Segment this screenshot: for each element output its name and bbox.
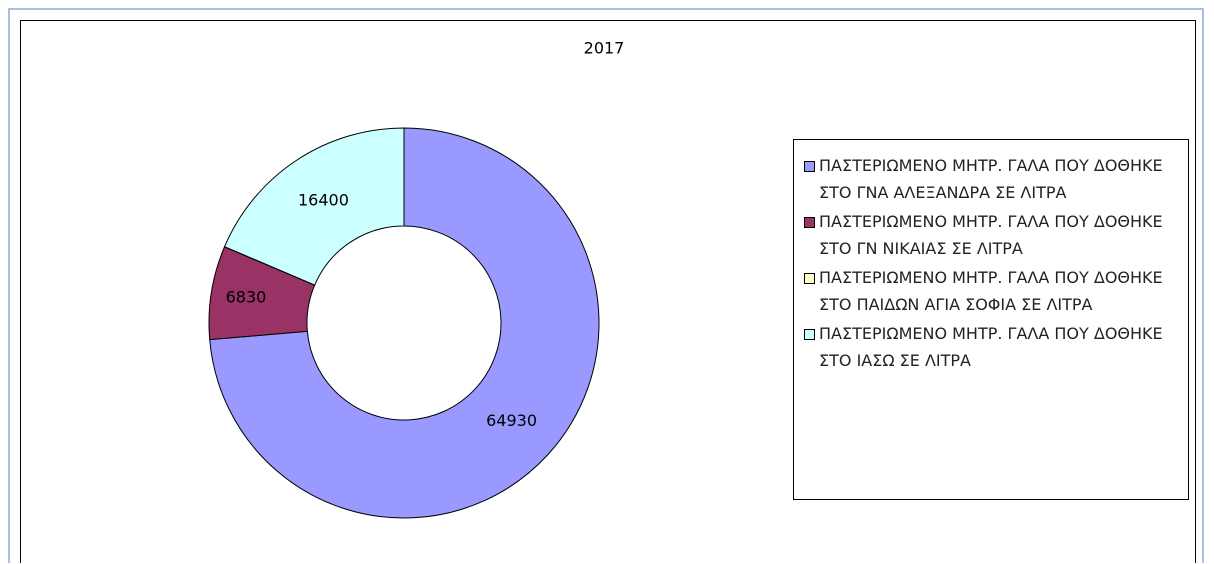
outer-frame xyxy=(8,8,1204,563)
legend-entry: ΠΑΣΤΕΡΙΩΜΕΝΟ ΜΗΤΡ. ΓΑΛΑ ΠΟΥ ΔΟΘΗΚΕ ΣΤΟ Π… xyxy=(804,264,1180,318)
legend-entry: ΠΑΣΤΕΡΙΩΜΕΝΟ ΜΗΤΡ. ΓΑΛΑ ΠΟΥ ΔΟΘΗΚΕ ΣΤΟ Γ… xyxy=(804,152,1180,206)
legend-swatch xyxy=(804,273,815,284)
legend-entry: ΠΑΣΤΕΡΙΩΜΕΝΟ ΜΗΤΡ. ΓΑΛΑ ΠΟΥ ΔΟΘΗΚΕ ΣΤΟ Ι… xyxy=(804,320,1180,374)
data-label: 16400 xyxy=(298,191,349,210)
legend-swatch xyxy=(804,217,815,228)
chart: 2017 6493068301216400 xyxy=(208,39,625,519)
legend-swatch xyxy=(804,161,815,172)
chart-title: 2017 xyxy=(584,39,625,58)
legend-label: ΠΑΣΤΕΡΙΩΜΕΝΟ ΜΗΤΡ. ΓΑΛΑ ΠΟΥ ΔΟΘΗΚΕ ΣΤΟ Π… xyxy=(819,268,1163,314)
legend-entry: ΠΑΣΤΕΡΙΩΜΕΝΟ ΜΗΤΡ. ΓΑΛΑ ΠΟΥ ΔΟΘΗΚΕ ΣΤΟ Γ… xyxy=(804,208,1180,262)
data-label: 6830 xyxy=(226,287,267,306)
legend-label: ΠΑΣΤΕΡΙΩΜΕΝΟ ΜΗΤΡ. ΓΑΛΑ ΠΟΥ ΔΟΘΗΚΕ ΣΤΟ Γ… xyxy=(819,156,1163,202)
donut-slice xyxy=(223,127,405,286)
legend-label: ΠΑΣΤΕΡΙΩΜΕΝΟ ΜΗΤΡ. ΓΑΛΑ ΠΟΥ ΔΟΘΗΚΕ ΣΤΟ Ι… xyxy=(819,324,1163,370)
donut-slice xyxy=(209,127,600,519)
data-label: 64930 xyxy=(486,411,537,430)
legend-label: ΠΑΣΤΕΡΙΩΜΕΝΟ ΜΗΤΡ. ΓΑΛΑ ΠΟΥ ΔΟΘΗΚΕ ΣΤΟ Γ… xyxy=(819,212,1163,258)
legend: ΠΑΣΤΕΡΙΩΜΕΝΟ ΜΗΤΡ. ΓΑΛΑ ΠΟΥ ΔΟΘΗΚΕ ΣΤΟ Γ… xyxy=(793,139,1189,500)
legend-swatch xyxy=(804,329,815,340)
chart-area: 2017 6493068301216400 ΠΑΣΤΕΡΙΩΜΕΝΟ ΜΗΤΡ.… xyxy=(20,20,1196,563)
